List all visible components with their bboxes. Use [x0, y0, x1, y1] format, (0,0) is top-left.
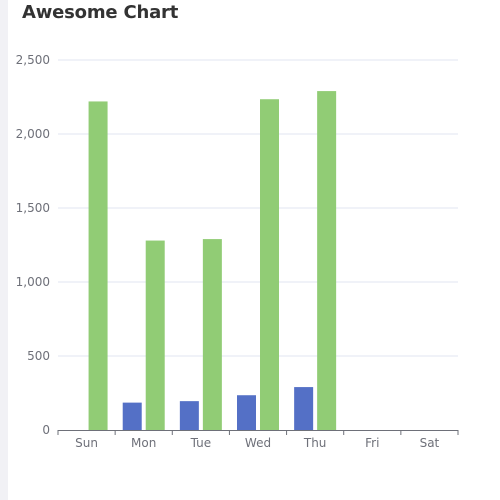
x-tick-label: Thu [303, 436, 327, 450]
y-tick-label: 1,500 [16, 201, 50, 215]
x-tick-label: Mon [131, 436, 156, 450]
bar [260, 99, 279, 430]
y-tick-label: 500 [27, 349, 50, 363]
x-tick-label: Sat [420, 436, 440, 450]
bar [88, 101, 108, 430]
y-tick-label: 2,000 [16, 127, 50, 141]
y-tick-label: 2,500 [16, 53, 50, 67]
bar [317, 91, 337, 430]
bar [179, 401, 199, 430]
bar [202, 239, 222, 430]
y-tick-label: 0 [42, 423, 50, 437]
bar [145, 240, 165, 430]
x-tick-label: Sun [75, 436, 98, 450]
bar [294, 387, 314, 430]
bar [237, 395, 256, 430]
x-tick-label: Fri [365, 436, 379, 450]
x-tick-label: Tue [190, 436, 212, 450]
chart-title: Awesome Chart [22, 2, 179, 23]
y-tick-label: 1,000 [16, 275, 50, 289]
bar [122, 402, 142, 430]
x-tick-label: Wed [245, 436, 271, 450]
